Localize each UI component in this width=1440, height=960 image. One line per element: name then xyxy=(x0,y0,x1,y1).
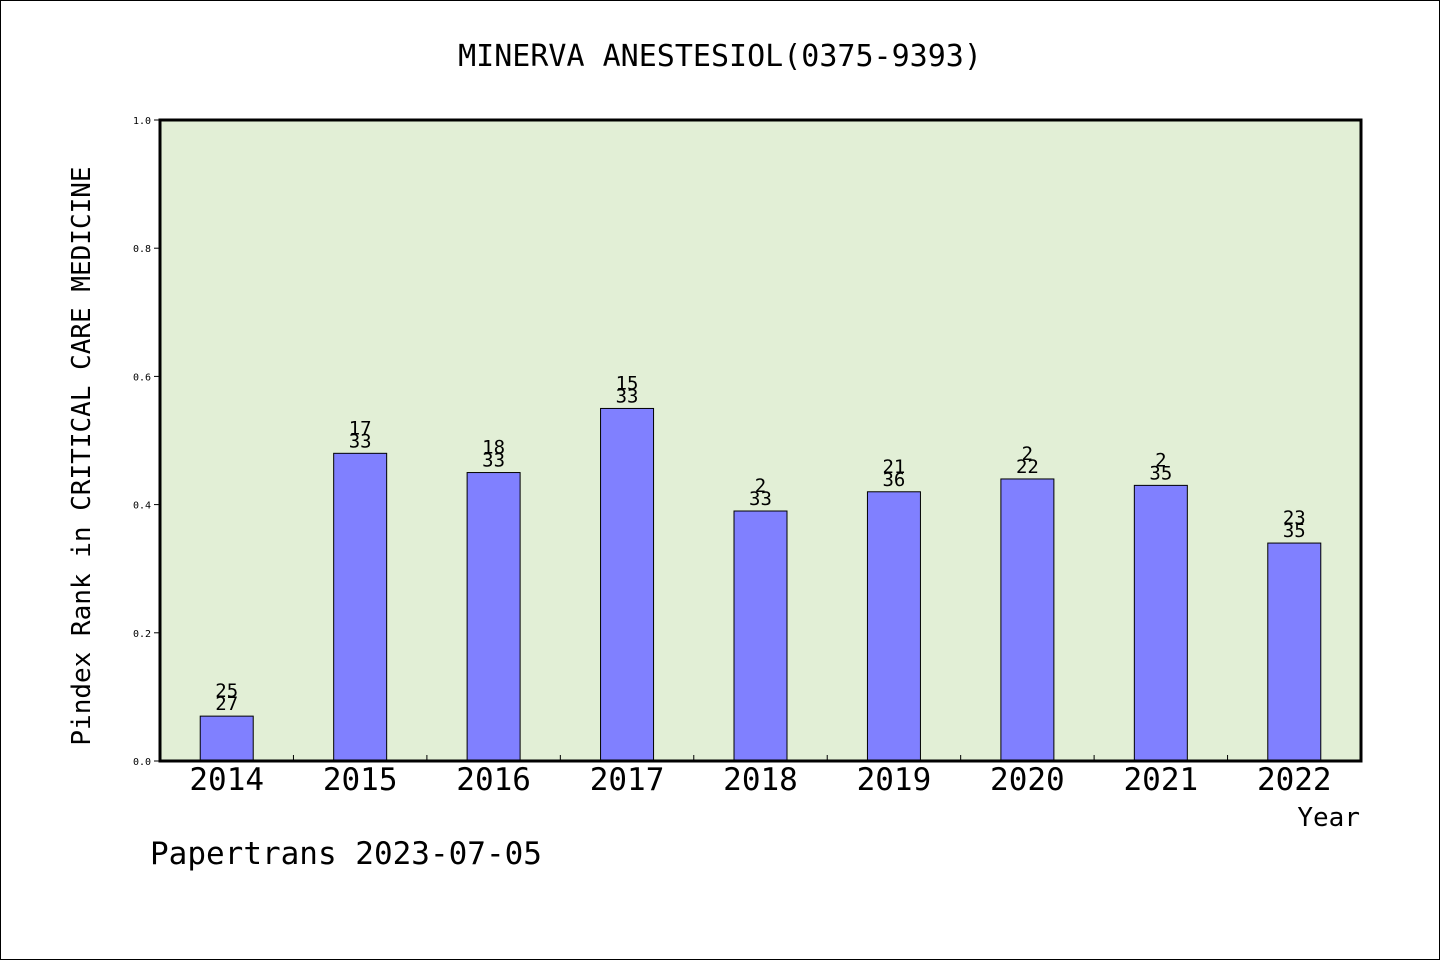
bar-total-label: 22 xyxy=(1016,456,1039,478)
y-axis-ticks: 0.0 0.2 0.4 0.6 0.8 1.0 xyxy=(133,116,160,768)
bar-total-label: 33 xyxy=(349,430,372,452)
bar-2018 xyxy=(733,510,788,762)
bar-2017 xyxy=(600,407,655,762)
bar-total-label: 35 xyxy=(1149,462,1172,484)
bar-rank-label: 18 xyxy=(482,437,505,459)
bar-total-label: 33 xyxy=(749,488,772,510)
bar-rank-label: 17 xyxy=(349,417,372,439)
bar-rank-label: 15 xyxy=(616,372,639,394)
y-tick-label: 0.8 xyxy=(133,244,151,255)
bar-rank-label: 2 xyxy=(755,475,766,497)
bar-total-label: 35 xyxy=(1283,520,1306,542)
bar-2022 xyxy=(1267,542,1322,762)
bar-rank-label: 21 xyxy=(882,456,905,478)
y-tick-label: 0.2 xyxy=(133,629,151,640)
bar-2015 xyxy=(333,452,388,762)
bar-total-label: 36 xyxy=(882,469,905,491)
x-tick-label: 2021 xyxy=(1124,762,1199,798)
bar-2014 xyxy=(199,715,254,762)
bar-2021 xyxy=(1133,484,1188,762)
y-tick-label: 0.0 xyxy=(133,757,151,768)
plot-border xyxy=(158,118,1363,763)
x-tick-label: 2014 xyxy=(189,762,264,798)
x-tick-label: 2020 xyxy=(990,762,1065,798)
bar-total-label: 27 xyxy=(215,693,238,715)
bar-total-label: 33 xyxy=(482,450,505,472)
x-tick-label: 2018 xyxy=(723,762,798,798)
bar-2020 xyxy=(1000,478,1055,762)
x-tick-label: 2017 xyxy=(590,762,665,798)
y-tick-label: 1.0 xyxy=(133,116,151,127)
x-tick-label: 2019 xyxy=(857,762,932,798)
bar-2016 xyxy=(466,472,521,762)
bars-group xyxy=(199,407,1322,762)
bar-total-label: 33 xyxy=(616,385,639,407)
bar-rank-label: 2 xyxy=(1155,449,1166,471)
bar-rank-label: 2 xyxy=(1022,443,1033,465)
x-tick-label: 2016 xyxy=(456,762,531,798)
y-tick-label: 0.4 xyxy=(133,501,151,512)
footer-source-date: Papertrans 2023-07-05 xyxy=(150,836,542,872)
y-axis-label: Pindex Rank in CRITICAL CARE MEDICINE xyxy=(67,166,97,745)
bar-2019 xyxy=(866,491,921,762)
x-axis-ticks: 2014 2015 2016 2017 2018 2019 2020 2021 2022 xyxy=(189,755,1332,798)
x-tick-label: 2022 xyxy=(1257,762,1332,798)
bar-rank-label: 23 xyxy=(1283,507,1306,529)
x-tick-label: 2015 xyxy=(323,762,398,798)
x-axis-label: Year xyxy=(1297,803,1360,833)
bar-rank-label: 25 xyxy=(215,680,238,702)
y-tick-label: 0.6 xyxy=(133,372,151,383)
chart-title: MINERVA ANESTESIOL(0375-9393) xyxy=(458,39,982,74)
